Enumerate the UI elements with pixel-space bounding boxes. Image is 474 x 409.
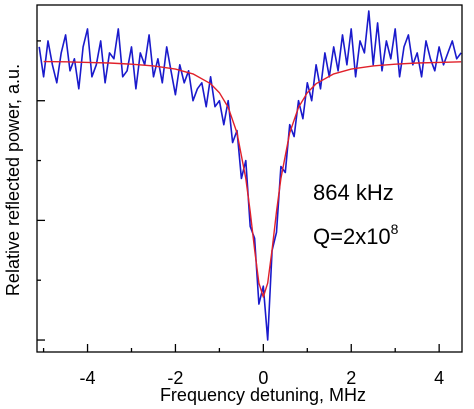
data-line [43,60,462,298]
plot-frame [36,4,463,353]
annotation: 864 kHz [313,180,394,205]
y-axis-label: Relative reflected power, a.u. [3,64,23,296]
x-tick-label: 2 [346,368,356,388]
x-tick-label: 0 [258,368,268,388]
annotation: Q=2x108 [313,221,399,249]
x-tick-label: -2 [167,368,183,388]
annotation-superscript: 8 [391,221,399,237]
x-axis-label: Frequency detuning, MHz [160,385,366,405]
data-line [38,10,462,341]
x-tick-label: -4 [80,368,96,388]
x-tick-label: 4 [434,368,444,388]
annotation-text: Q=2x10 [313,224,391,249]
